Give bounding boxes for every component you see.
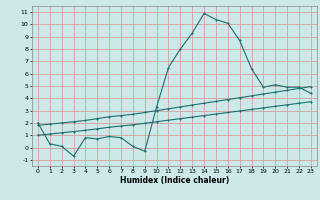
X-axis label: Humidex (Indice chaleur): Humidex (Indice chaleur)	[120, 176, 229, 185]
